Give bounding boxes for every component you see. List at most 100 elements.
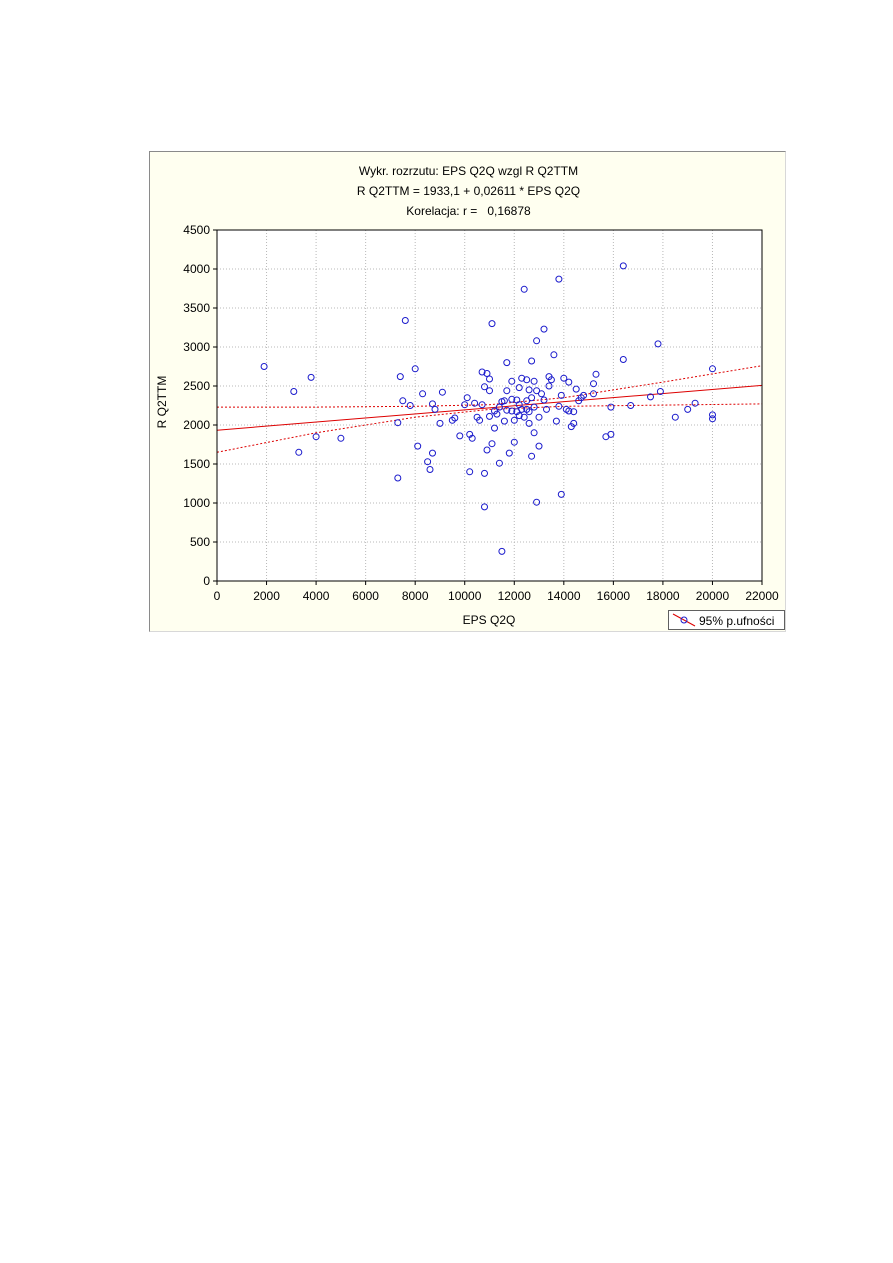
data-point [488,440,496,448]
data-point [510,416,518,424]
data-point [684,405,692,413]
data-point [312,433,320,441]
data-point [520,285,528,293]
data-point [515,412,523,420]
data-point [518,405,526,413]
x-tick-label: 6000 [352,589,379,603]
data-point [406,402,414,409]
data-point [471,399,479,407]
data-point [478,368,486,376]
x-tick-label: 18000 [646,589,680,603]
data-point [709,365,716,373]
data-point [337,434,345,442]
legend: 95% p.ufności [668,610,785,630]
data-point [295,448,303,456]
data-point [419,390,427,398]
x-tick-label: 22000 [745,589,779,603]
data-point [424,458,432,466]
data-point [478,401,486,409]
data-point [307,373,315,381]
data-point [550,351,558,359]
data-point [580,391,588,399]
legend-label: 95% p.ufności [699,614,775,628]
data-point [481,383,488,391]
data-point [488,320,496,328]
data-point [560,374,568,382]
data-point [520,413,528,421]
grid [217,230,762,581]
y-tick-label: 2000 [183,418,210,432]
data-point [414,442,422,450]
data-point [590,390,597,398]
y-tick-label: 0 [203,574,210,588]
data-point [468,434,476,442]
data-point [555,275,563,283]
data-point [481,469,488,477]
data-point [461,401,469,409]
chart-correlation: Korelacja: r = 0,16878 [406,204,531,218]
chart-frame: Wykr. rozrzutu: EPS Q2Q wzgl R Q2TTM R Q… [149,151,786,632]
data-point [528,394,536,402]
data-point [607,430,615,438]
y-tick-label: 1000 [183,496,210,510]
data-point [438,388,446,396]
data-point [540,325,548,333]
x-tick-label: 2000 [253,589,280,603]
data-point [483,446,491,454]
data-point [431,405,439,413]
x-tick-label: 4000 [303,589,330,603]
data-point [535,442,543,450]
data-point [547,376,555,384]
data-point [500,417,508,425]
data-point [486,375,493,383]
data-point [592,370,600,378]
chart-title: Wykr. rozrzutu: EPS Q2Q wzgl R Q2TTM [358,164,579,178]
data-point [505,449,513,457]
data-point [533,387,541,395]
data-point [500,397,508,405]
data-point [503,406,511,414]
x-axis-label: EPS Q2Q [463,613,516,627]
data-point [401,317,409,324]
data-point [466,468,474,476]
data-point [607,403,615,411]
data-point [495,459,503,467]
data-point [525,386,533,394]
y-tick-label: 1500 [183,457,210,471]
data-point [538,390,545,398]
data-point [572,385,580,393]
data-point [493,410,501,418]
data-point [523,397,531,405]
plot-area [217,230,762,581]
data-point [508,395,516,403]
data-point [394,419,402,427]
data-point [533,337,541,345]
data-point [503,359,511,367]
data-point [543,405,550,413]
data-point [523,376,531,384]
ci-upper-line [217,365,763,408]
x-tick-label: 12000 [498,589,532,603]
data-point [508,407,516,415]
data-point [570,419,578,427]
data-point [456,432,464,440]
data-point [399,397,407,405]
data-point [577,394,585,402]
y-tick-label: 3000 [183,340,210,354]
scatter-plot: 0 2000 4000 6000 8000 10000 12000 14000 16000 180… [155,223,779,627]
plot-border [216,229,763,582]
x-tick-label: 20000 [696,589,730,603]
data-point [510,438,518,446]
data-point [394,474,402,482]
x-tick-label: 0 [214,589,221,603]
ci-lower-line [216,403,763,453]
data-points [260,262,716,555]
data-point [396,373,404,381]
y-axis-label: R Q2TTM [155,376,169,429]
data-point [476,416,484,424]
data-point [691,399,699,407]
data-point [647,393,654,401]
data-point [528,357,536,365]
data-point [515,384,523,392]
data-point [451,414,459,422]
